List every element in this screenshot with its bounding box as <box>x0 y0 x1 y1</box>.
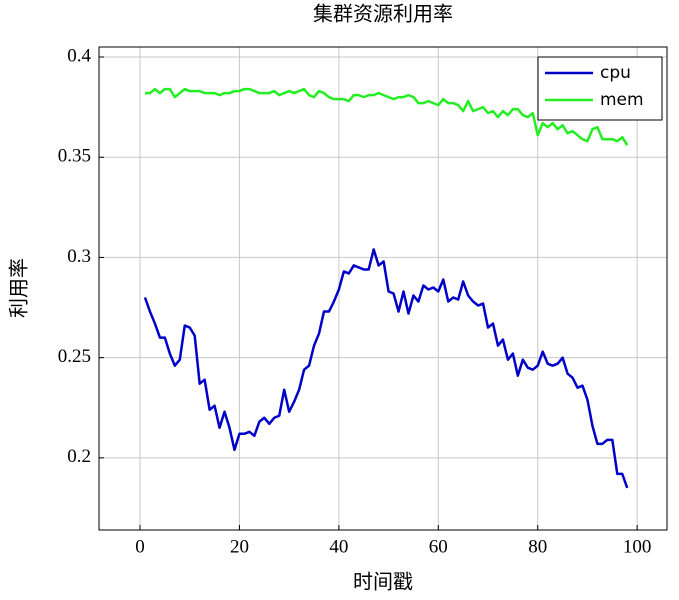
y-axis-label: 利用率 <box>7 258 31 318</box>
y-tick-label: 0.4 <box>67 45 91 66</box>
x-tick-label: 80 <box>528 536 547 557</box>
legend-label: cpu <box>600 63 631 83</box>
x-tick-label: 40 <box>329 536 348 557</box>
x-tick-label: 20 <box>230 536 249 557</box>
series-line <box>144 87 629 146</box>
y-tick-label: 0.2 <box>67 446 91 467</box>
x-tick-label: 60 <box>429 536 448 557</box>
legend-label: mem <box>600 90 644 110</box>
y-tick-label: 0.25 <box>58 346 91 367</box>
y-tick-label: 0.35 <box>58 146 91 167</box>
series-line <box>143 248 629 489</box>
x-tick-label: 0 <box>135 536 145 557</box>
y-tick-label: 0.3 <box>67 246 91 267</box>
legend-box <box>537 56 663 121</box>
x-tick-label: 100 <box>623 536 652 557</box>
x-axis-label: 时间戳 <box>353 570 413 594</box>
plot-frame <box>98 46 668 531</box>
chart-title: 集群资源利用率 <box>313 2 453 26</box>
